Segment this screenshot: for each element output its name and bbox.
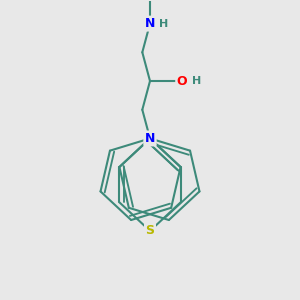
Text: N: N [145, 17, 155, 30]
Text: H: H [159, 19, 169, 28]
Text: S: S [146, 224, 154, 237]
Text: N: N [145, 132, 155, 145]
Text: H: H [192, 76, 202, 86]
Text: O: O [177, 74, 187, 88]
